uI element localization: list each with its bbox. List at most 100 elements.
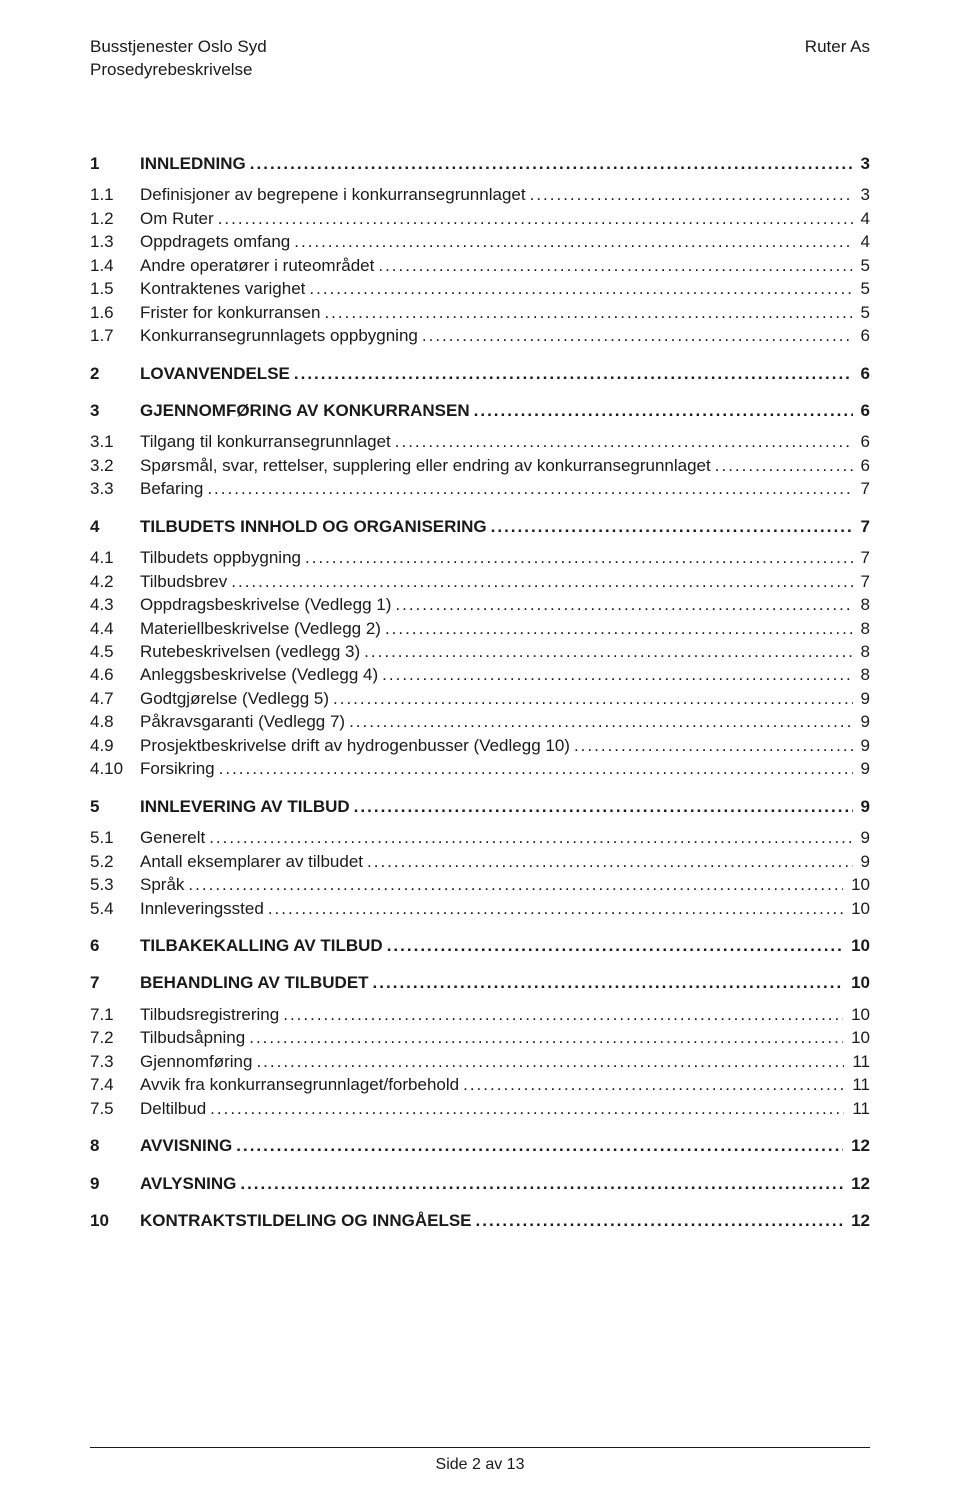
toc-entry: 1.5Kontraktenes varighet5 [90,277,870,300]
toc-number: 3.2 [90,454,140,477]
toc-leader-dots [422,324,853,347]
toc-number: 1.1 [90,183,140,206]
toc-leader-dots [256,1050,844,1073]
toc-entry: 6TILBAKEKALLING AV TILBUD10 [90,934,870,957]
toc-page: 5 [857,277,870,300]
toc-entry: 1.7Konkurransegrunnlagets oppbygning6 [90,324,870,347]
toc-leader-dots [249,1026,843,1049]
toc-title: INNLEDNING [140,152,246,175]
toc-page: 8 [857,593,870,616]
toc-title: Forsikring [140,757,215,780]
toc-entry: 10KONTRAKTSTILDELING OG INNGÅELSE12 [90,1209,870,1232]
toc-title: Oppdragsbeskrivelse (Vedlegg 1) [140,593,391,616]
toc-number: 1.5 [90,277,140,300]
toc-title: Språk [140,873,184,896]
toc-leader-dots [474,399,853,422]
toc-leader-dots [354,795,853,818]
toc-leader-dots [387,934,843,957]
toc-title: Befaring [140,477,203,500]
toc-title: Tilbudets oppbygning [140,546,301,569]
toc-number: 7.3 [90,1050,140,1073]
toc-number: 1.7 [90,324,140,347]
toc-number: 4.8 [90,710,140,733]
toc-entry: 7.5Deltilbud11 [90,1097,870,1120]
toc-leader-dots [364,640,852,663]
toc-entry: 4.7Godtgjørelse (Vedlegg 5)9 [90,687,870,710]
toc-title: AVLYSNING [140,1172,236,1195]
toc-title: Oppdragets omfang [140,230,290,253]
toc-leader-dots [240,1172,843,1195]
page: Busstjenester Oslo Syd Prosedyrebeskrive… [0,0,960,1500]
toc-leader-dots [367,850,853,873]
toc-number: 5.3 [90,873,140,896]
toc-number: 4.7 [90,687,140,710]
toc-page: 8 [857,640,870,663]
toc-number: 8 [90,1134,140,1157]
toc-title: Antall eksemplarer av tilbudet [140,850,363,873]
toc-number: 4.2 [90,570,140,593]
toc-leader-dots [309,277,852,300]
toc-entry: 4.10Forsikring9 [90,757,870,780]
toc-leader-dots [236,1134,843,1157]
toc-page: 4 [857,207,870,230]
toc-entry: 3.1Tilgang til konkurransegrunnlaget6 [90,430,870,453]
toc-title: Tilbudsbrev [140,570,227,593]
toc-page: 10 [847,1026,870,1049]
toc-page: 9 [857,710,870,733]
toc-entry: 9AVLYSNING12 [90,1172,870,1195]
toc-page: 7 [857,477,870,500]
toc-number: 3 [90,399,140,422]
toc-title: Innleveringssted [140,897,264,920]
toc-entry: 4.6Anleggsbeskrivelse (Vedlegg 4)8 [90,663,870,686]
toc-entry: 5.4Innleveringssted10 [90,897,870,920]
toc-leader-dots [294,230,852,253]
toc-title: Anleggsbeskrivelse (Vedlegg 4) [140,663,378,686]
toc-title: Frister for konkurransen [140,301,320,324]
toc-number: 4.3 [90,593,140,616]
toc-number: 3.3 [90,477,140,500]
toc-leader-dots [373,971,844,994]
toc-title: Andre operatører i ruteområdet [140,254,374,277]
toc-page: 8 [857,617,870,640]
header-right: Ruter As [805,36,870,82]
toc-leader-dots [395,593,852,616]
toc-leader-dots [574,734,853,757]
toc-leader-dots [378,254,852,277]
toc-leader-dots [231,570,852,593]
toc-page: 12 [847,1134,870,1157]
toc-page: 9 [857,734,870,757]
toc-leader-dots [268,897,843,920]
header-title-1: Busstjenester Oslo Syd [90,36,267,59]
toc-entry: 8AVVISNING12 [90,1134,870,1157]
toc-page: 6 [857,454,870,477]
toc-number: 7 [90,971,140,994]
toc-entry: 7.2Tilbudsåpning10 [90,1026,870,1049]
toc-leader-dots [210,1097,844,1120]
toc-title: INNLEVERING AV TILBUD [140,795,350,818]
toc-title: Materiellbeskrivelse (Vedlegg 2) [140,617,381,640]
page-header: Busstjenester Oslo Syd Prosedyrebeskrive… [90,36,870,82]
toc-leader-dots [324,301,852,324]
header-company: Ruter As [805,36,870,59]
toc-entry: 4.2Tilbudsbrev 7 [90,570,870,593]
toc-page: 10 [847,934,870,957]
toc-page: 7 [857,570,870,593]
toc-leader-dots [218,207,853,230]
toc-page: 10 [847,1003,870,1026]
toc-page: 10 [847,897,870,920]
toc-leader-dots [476,1209,844,1232]
toc-number: 1.4 [90,254,140,277]
toc-leader-dots [530,183,853,206]
toc-number: 7.4 [90,1073,140,1096]
toc-title: GJENNOMFØRING AV KONKURRANSEN [140,399,470,422]
toc-page: 9 [857,795,870,818]
toc-page: 11 [848,1097,870,1120]
toc-page: 5 [857,254,870,277]
toc-leader-dots [385,617,853,640]
toc-leader-dots [463,1073,844,1096]
toc-entry: 5.3Språk10 [90,873,870,896]
toc-entry: 5INNLEVERING AV TILBUD9 [90,795,870,818]
toc-number: 4.1 [90,546,140,569]
toc-number: 6 [90,934,140,957]
toc-title: Generelt [140,826,205,849]
